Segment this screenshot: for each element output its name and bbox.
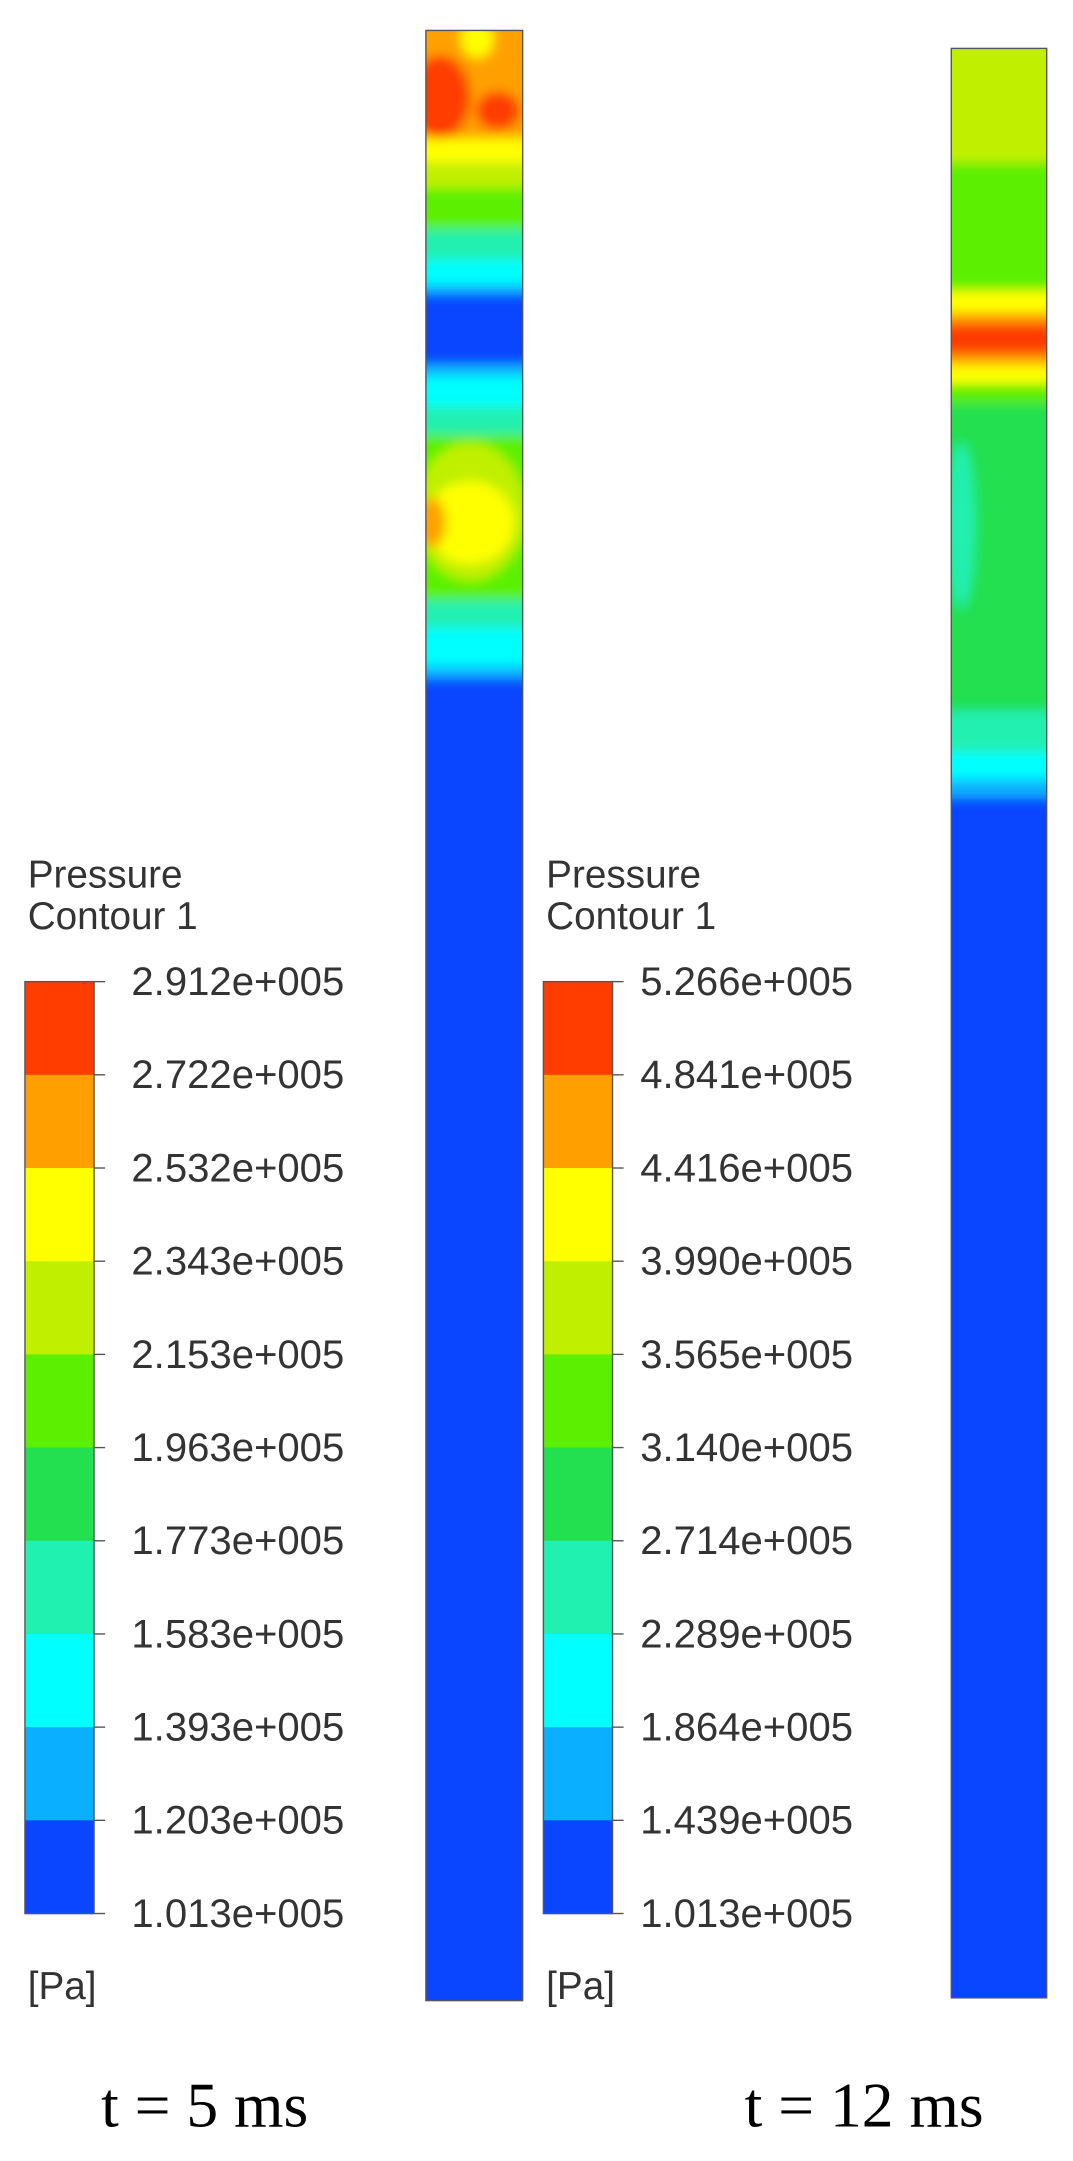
colorbar-band: [24, 1074, 95, 1169]
colorbar-band: [24, 1540, 95, 1635]
colorbar-label: 2.343e+005: [131, 1240, 344, 1284]
colorbar-band: [543, 1074, 613, 1169]
colorbar-band: [24, 1727, 95, 1822]
colorbar-label: 3.140e+005: [640, 1426, 853, 1470]
colorbar-label: 1.203e+005: [131, 1799, 344, 1843]
colorbar-label: 1.963e+005: [131, 1426, 344, 1470]
colorbar-band: [24, 1633, 95, 1728]
colorbar-band: [543, 1168, 613, 1262]
colorbar-label: 3.565e+005: [640, 1333, 853, 1377]
colorbar-band: [24, 1261, 95, 1356]
contour-field: [425, 30, 523, 2001]
colorbar-label: 2.714e+005: [640, 1519, 853, 1563]
legend-unit: [Pa]: [28, 1965, 97, 2008]
colorbar-label: 1.773e+005: [131, 1519, 344, 1563]
colorbar-band: [543, 1540, 613, 1635]
column-outline: [425, 29, 524, 2002]
colorbar-band: [543, 981, 613, 1076]
colorbar-label: 2.912e+005: [131, 960, 344, 1004]
colorbar-label: 1.393e+005: [131, 1705, 344, 1749]
colorbar-label: 1.013e+005: [131, 1892, 344, 1936]
caption: t = 5 ms: [101, 2069, 308, 2140]
colorbar-label: 2.532e+005: [131, 1146, 344, 1190]
colorbar-label: 1.439e+005: [640, 1799, 853, 1843]
legend-unit: [Pa]: [546, 1965, 615, 2008]
colorbar-band: [24, 1354, 95, 1449]
colorbar-band: [24, 1820, 95, 1915]
colorbar-band: [543, 1633, 613, 1728]
legend-subtitle: Contour 1: [546, 895, 716, 938]
colorbar-label: 1.864e+005: [640, 1705, 853, 1749]
colorbar-band: [543, 1820, 613, 1915]
colorbar-band: [543, 1727, 613, 1822]
colorbar-label: 1.583e+005: [131, 1612, 344, 1656]
colorbar-label: 4.841e+005: [640, 1053, 853, 1097]
colorbar-label: 2.722e+005: [131, 1053, 344, 1097]
colorbar-label: 3.990e+005: [640, 1240, 853, 1284]
colorbar-label: 1.013e+005: [640, 1892, 853, 1936]
caption: t = 12 ms: [745, 2069, 984, 2140]
colorbar-band: [24, 1168, 95, 1262]
colorbar-label: 5.266e+005: [640, 960, 853, 1004]
legend-subtitle: Contour 1: [28, 895, 198, 938]
legend-title: Pressure: [546, 854, 701, 897]
contour-field: [951, 48, 1047, 1998]
colorbar-band: [24, 981, 95, 1076]
colorbar-label: 4.416e+005: [640, 1146, 853, 1190]
colorbar-label: 2.289e+005: [640, 1612, 853, 1656]
colorbar-band: [543, 1354, 613, 1449]
colorbar-label: 2.153e+005: [131, 1333, 344, 1377]
colorbar-band: [24, 1447, 95, 1542]
column-outline: [950, 47, 1048, 1999]
colorbar-band: [543, 1447, 613, 1542]
colorbar-band: [543, 1261, 613, 1356]
legend-title: Pressure: [28, 854, 183, 897]
